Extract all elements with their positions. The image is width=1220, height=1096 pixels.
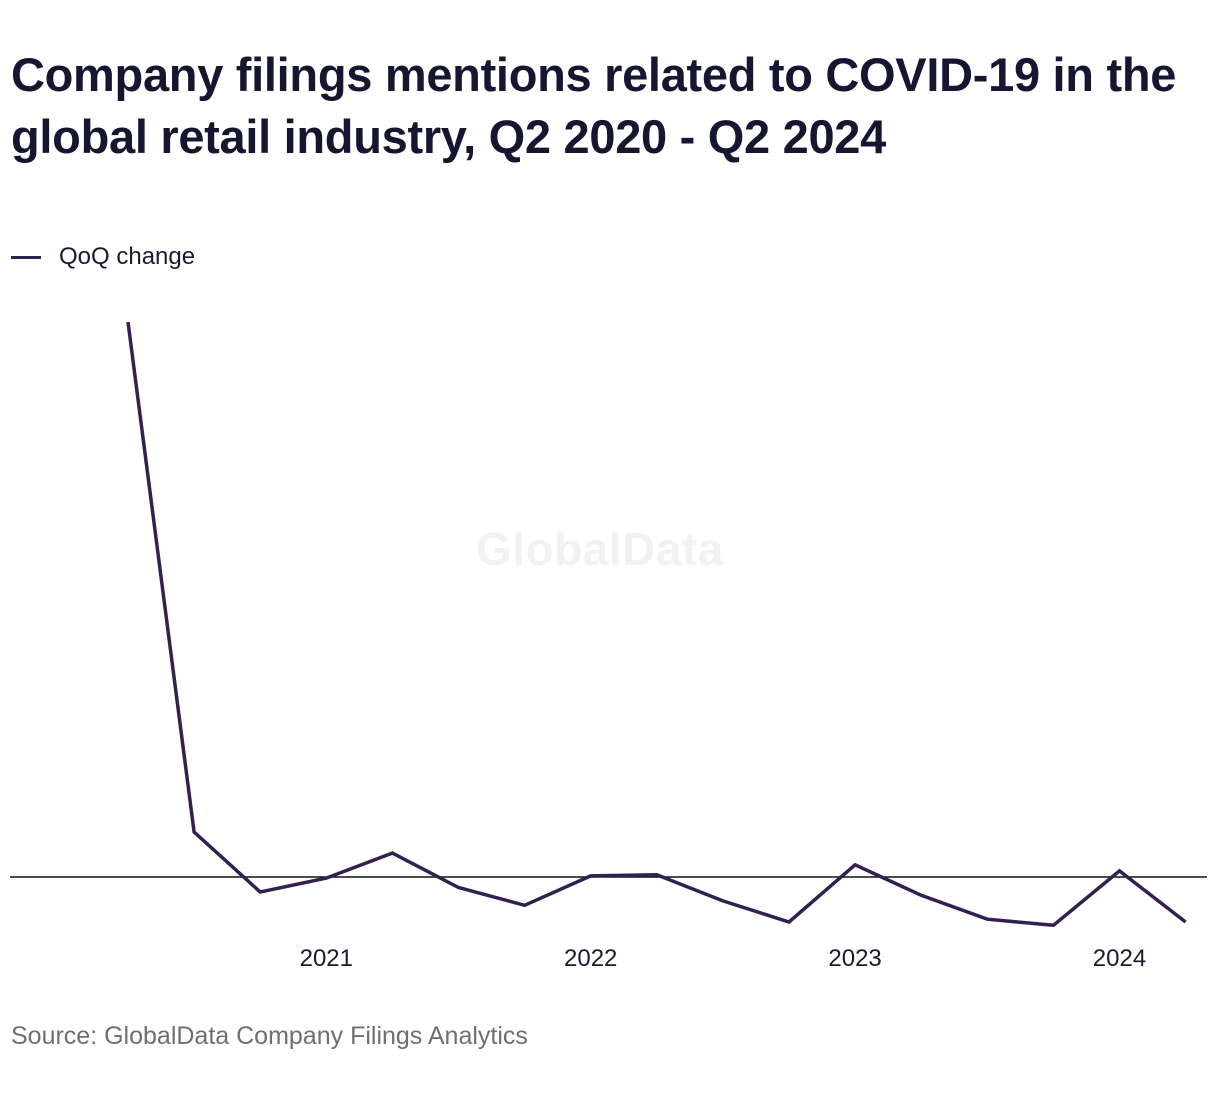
data-point[interactable]: Q1 2021: -0.2 xyxy=(320,872,332,884)
data-point[interactable]: Q2 2024: -8.1 xyxy=(1180,916,1192,928)
data-point[interactable]: Q4 2020: -2.7 xyxy=(254,886,266,898)
legend: QoQ change xyxy=(11,242,195,272)
data-point[interactable]: Q4 2022: -8.1 xyxy=(783,916,795,928)
chart-title: Company filings mentions related to COVI… xyxy=(11,48,1177,163)
data-point[interactable]: Q4 2023: -8.7 xyxy=(1047,919,1059,931)
data-point[interactable]: Q3 2023: -7.6 xyxy=(981,913,993,925)
x-tick-label: 2022 xyxy=(564,945,617,972)
data-point[interactable]: Q3 2020: 8.1 xyxy=(188,826,200,838)
x-tick-label: 2024 xyxy=(1093,945,1146,972)
data-point[interactable]: Q2 2023: -3.3 xyxy=(915,889,927,901)
x-tick-label: 2023 xyxy=(828,945,881,972)
data-point[interactable]: Q1 2022: 0.2 xyxy=(585,870,597,882)
data-point[interactable]: Q3 2021: -1.9 xyxy=(453,882,465,894)
line-chart: Q2 2020: 100 Q3 2020: 8.1 Q4 2020: -2.7 Q1 … xyxy=(10,316,1207,972)
legend-swatch xyxy=(11,255,41,259)
data-point[interactable]: Q4 2021: -5.1 xyxy=(519,899,531,911)
data-point[interactable]: Q2 2022: 0.4 xyxy=(651,869,663,881)
x-tick-label: 2021 xyxy=(300,945,353,972)
source-note: Source: GlobalData Company Filings Analy… xyxy=(11,1022,528,1050)
data-point[interactable]: Q3 2022: -4.3 xyxy=(717,895,729,907)
series-line-qoq-change xyxy=(126,321,1187,928)
legend-label: QoQ change xyxy=(59,243,196,270)
data-point[interactable]: Q2 2021: 4.3 xyxy=(386,847,398,859)
watermark: GlobalData xyxy=(476,523,724,575)
data-point[interactable]: Q1 2023: 2.2 xyxy=(849,859,861,871)
data-point[interactable]: Q2 2020: 100 xyxy=(122,316,134,328)
data-point[interactable]: Q1 2024: 1.1 xyxy=(1114,865,1126,877)
